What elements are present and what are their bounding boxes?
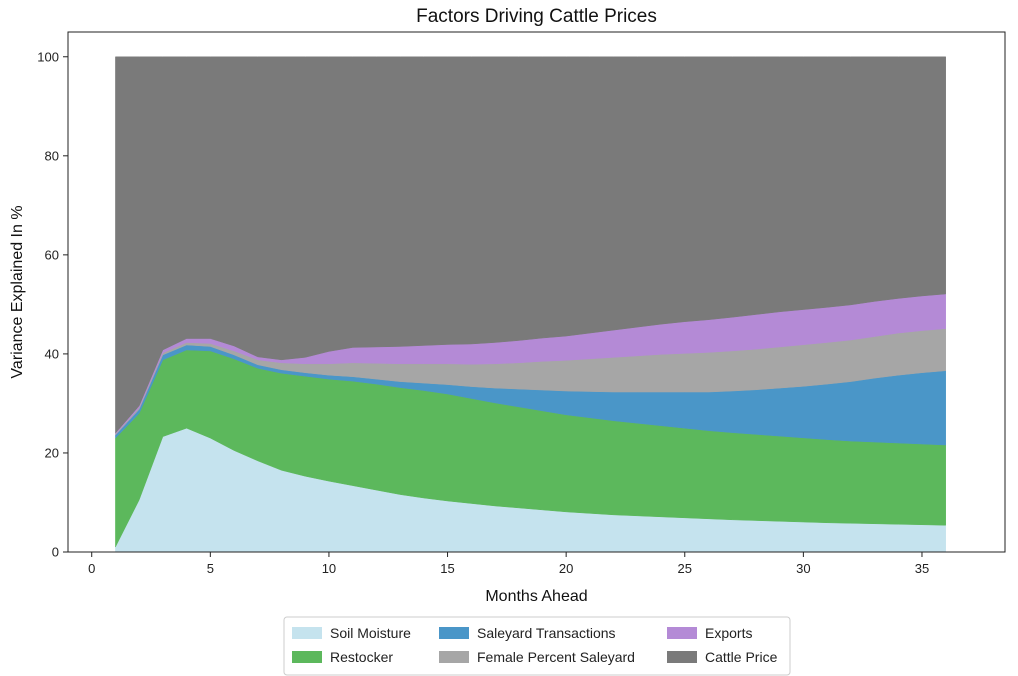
y-tick-label: 80: [45, 148, 59, 163]
x-tick-label: 15: [440, 561, 454, 576]
legend-swatch-cattle-price: [667, 651, 697, 663]
x-tick-label: 35: [915, 561, 929, 576]
legend-swatch-soil-moisture: [292, 627, 322, 639]
legend-swatch-restocker: [292, 651, 322, 663]
legend-label-female-percent-saleyard: Female Percent Saleyard: [477, 649, 635, 665]
y-tick-label: 100: [37, 49, 59, 64]
x-tick-label: 25: [678, 561, 692, 576]
stacked-areas: [115, 56, 946, 553]
y-tick-label: 0: [52, 545, 59, 560]
y-tick-label: 40: [45, 346, 59, 361]
area-cattle-price: [115, 56, 946, 434]
x-tick-label: 10: [322, 561, 336, 576]
x-axis: 0 5 10 15 20 25 30 35: [88, 552, 929, 576]
y-axis: 0 20 40 60 80 100: [37, 49, 68, 560]
y-tick-label: 60: [45, 247, 59, 262]
legend-label-saleyard-transactions: Saleyard Transactions: [477, 625, 616, 641]
x-tick-label: 30: [796, 561, 810, 576]
legend-label-restocker: Restocker: [330, 649, 393, 665]
legend-box: [283, 616, 791, 676]
legend-swatch-exports: [667, 627, 697, 639]
legend-swatch-female-percent-saleyard: [439, 651, 469, 663]
plot-frame: [67, 31, 1006, 553]
x-tick-label: 5: [207, 561, 214, 576]
legend-label-exports: Exports: [705, 625, 752, 641]
legend-label-soil-moisture: Soil Moisture: [330, 625, 411, 641]
chart-title: Factors Driving Cattle Prices: [416, 6, 657, 27]
x-axis-label: Months Ahead: [485, 588, 587, 605]
x-tick-label: 0: [88, 561, 95, 576]
y-tick-label: 20: [45, 445, 59, 460]
x-tick-label: 20: [559, 561, 573, 576]
legend-swatch-saleyard-transactions: [439, 627, 469, 639]
legend-label-cattle-price: Cattle Price: [705, 649, 778, 665]
y-axis-label: Variance Explained In %: [9, 205, 26, 378]
legend: Soil Moisture Restocker Saleyard Transacti…: [283, 616, 791, 676]
